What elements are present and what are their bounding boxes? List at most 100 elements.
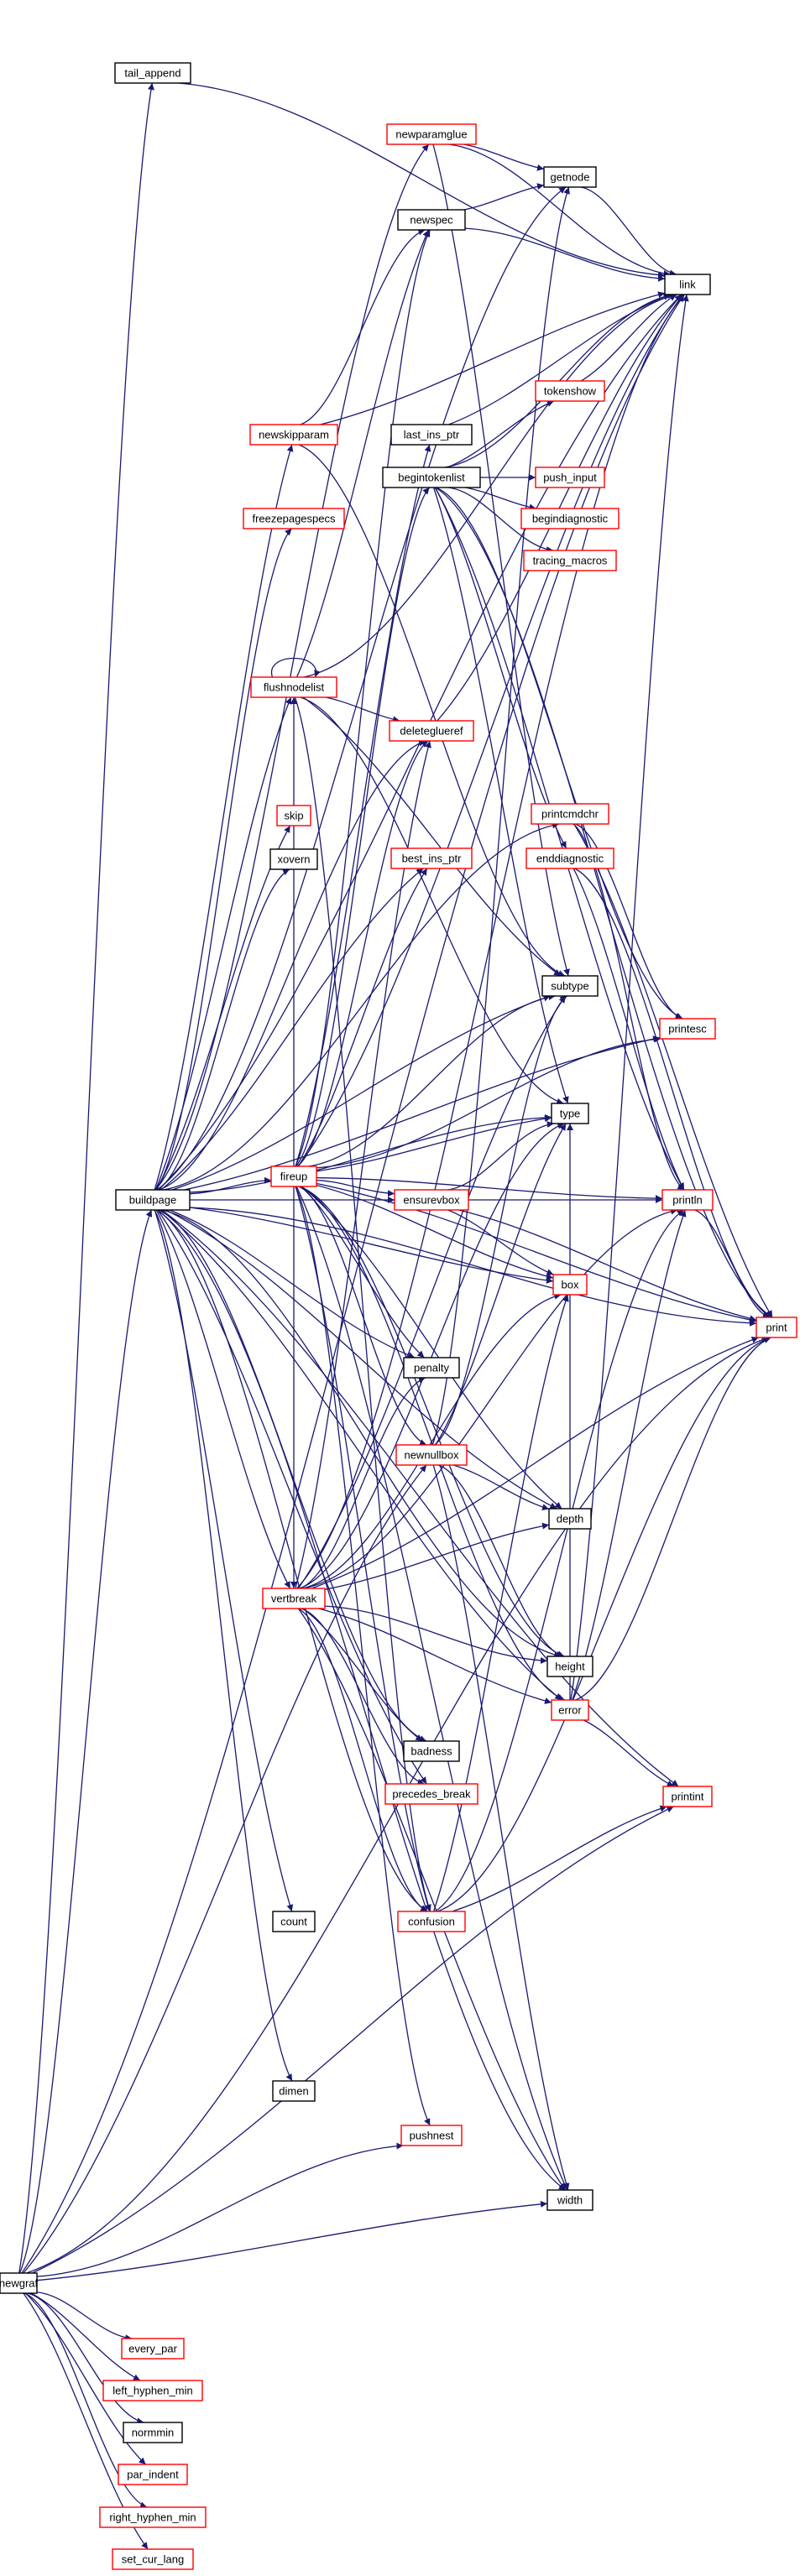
edge-confusion-to-printint	[452, 1807, 667, 1911]
node-begintokenlist[interactable]: begintokenlist	[383, 467, 480, 488]
node-last-ins-ptr[interactable]: last_ins_ptr	[391, 425, 472, 445]
edge-vertbreak-to-badness	[303, 1609, 422, 1741]
node-tracing-macros[interactable]: tracing_macros	[524, 550, 616, 571]
node-label: precedes_break	[392, 1787, 471, 1800]
node-skip[interactable]: skip	[277, 806, 311, 826]
node-freezepagespecs[interactable]: freezepagespecs	[243, 508, 344, 529]
node-type[interactable]: type	[552, 1103, 588, 1124]
node-set-cur-lang[interactable]: set_cur_lang	[112, 2549, 193, 2569]
node-label: tokenshow	[544, 384, 597, 397]
node-badness[interactable]: badness	[404, 1741, 459, 1761]
edge-buildpage-to-depth	[166, 1210, 557, 1509]
node-left-hyphen-min[interactable]: left_hyphen_min	[103, 2380, 202, 2401]
edge-getnode-to-link	[581, 187, 677, 274]
node-error[interactable]: error	[552, 1700, 588, 1720]
edge-newnullbox-to-width	[433, 1465, 568, 2190]
edge-tokenshow-to-link	[581, 295, 677, 381]
node-confusion[interactable]: confusion	[398, 1911, 465, 1932]
node-best-ins-ptr[interactable]: best_ins_ptr	[391, 848, 472, 868]
node-label: newspec	[410, 213, 453, 226]
node-depth[interactable]: depth	[549, 1509, 591, 1529]
node-label: box	[562, 1278, 579, 1291]
node-dimen[interactable]: dimen	[273, 2081, 315, 2101]
node-label: println	[672, 1193, 702, 1206]
node-label: subtype	[551, 979, 589, 992]
node-tokenshow[interactable]: tokenshow	[536, 381, 604, 401]
edge-buildpage-to-print	[190, 1207, 756, 1323]
node-newnullbox[interactable]: newnullbox	[396, 1445, 467, 1465]
node-label: count	[280, 1915, 307, 1927]
node-buildpage[interactable]: buildpage	[116, 1190, 190, 1210]
edge-println-to-print	[694, 1210, 769, 1317]
node-xovern[interactable]: xovern	[270, 849, 317, 869]
edge-deleteglueref-to-link	[437, 295, 682, 721]
edge-newgraf-to-buildpage	[19, 1210, 151, 2273]
node-label: pushnest	[410, 2129, 454, 2141]
node-label: height	[555, 1660, 585, 1672]
node-flushnodelist[interactable]: flushnodelist	[251, 677, 337, 697]
node-label: newnullbox	[404, 1448, 459, 1461]
node-width[interactable]: width	[547, 2190, 593, 2210]
node-subtype[interactable]: subtype	[542, 976, 598, 996]
node-every-par[interactable]: every_par	[122, 2339, 184, 2359]
edge-buildpage-to-flushnodelist	[155, 697, 290, 1190]
node-normmin[interactable]: normmin	[123, 2422, 182, 2443]
node-label: right_hyphen_min	[109, 2511, 196, 2523]
node-label: width	[557, 2193, 583, 2206]
edge-buildpage-to-vertbreak	[156, 1210, 290, 1588]
edge-buildpage-to-printint	[162, 1210, 678, 1786]
node-printint[interactable]: printint	[663, 1786, 712, 1807]
node-penalty[interactable]: penalty	[404, 1358, 459, 1378]
edge-fireup-to-pushnest	[295, 1186, 431, 2125]
edge-fireup-to-error	[299, 1186, 565, 1700]
edge-newspec-to-getnode	[464, 185, 544, 210]
node-label: begintokenlist	[398, 471, 465, 483]
edge-confusion-to-print	[437, 1338, 771, 1911]
node-label: printcmdchr	[541, 807, 599, 820]
node-fireup[interactable]: fireup	[271, 1166, 316, 1186]
edge-newgraf-to-tail_append	[19, 83, 153, 2273]
node-right-hyphen-min[interactable]: right_hyphen_min	[100, 2507, 206, 2527]
node-push-input[interactable]: push_input	[536, 467, 604, 488]
node-printesc[interactable]: printesc	[660, 1019, 715, 1039]
edge-error-to-println	[573, 1210, 685, 1700]
edge-newgraf-to-newnullbox	[24, 1465, 426, 2273]
node-print[interactable]: print	[756, 1317, 797, 1338]
node-label: depth	[557, 1512, 584, 1525]
node-newskipparam[interactable]: newskipparam	[250, 425, 337, 445]
edge-buildpage-to-count	[154, 1210, 291, 1911]
node-vertbreak[interactable]: vertbreak	[263, 1588, 325, 1609]
node-box[interactable]: box	[553, 1275, 587, 1295]
node-println[interactable]: println	[662, 1190, 713, 1210]
node-enddiagnostic[interactable]: enddiagnostic	[526, 848, 614, 868]
node-count[interactable]: count	[273, 1911, 315, 1932]
node-par-indent[interactable]: par_indent	[118, 2464, 187, 2485]
edge-newskipparam-to-link	[320, 293, 665, 425]
node-getnode[interactable]: getnode	[544, 167, 596, 187]
node-ensurevbox[interactable]: ensurevbox	[395, 1190, 468, 1210]
node-link[interactable]: link	[665, 274, 710, 295]
node-label: printint	[671, 1790, 703, 1802]
node-printcmdchr[interactable]: printcmdchr	[531, 804, 609, 824]
node-label: buildpage	[129, 1193, 176, 1206]
node-newparamglue[interactable]: newparamglue	[387, 124, 476, 144]
node-pushnest[interactable]: pushnest	[401, 2125, 462, 2146]
node-label: ensurevbox	[403, 1193, 460, 1206]
edge-error-to-printint	[583, 1720, 673, 1786]
node-precedes-break[interactable]: precedes_break	[385, 1784, 478, 1804]
node-deleteglueref[interactable]: deleteglueref	[390, 721, 473, 741]
edge-newgraf-to-pushnest	[37, 2146, 403, 2276]
node-label: every_par	[128, 2342, 177, 2354]
edge-vertbreak-to-depth	[325, 1525, 549, 1589]
node-label: left_hyphen_min	[112, 2384, 192, 2396]
node-newgraf[interactable]: newgraf	[0, 2273, 39, 2293]
edge-fireup-to-println	[316, 1178, 662, 1199]
node-newspec[interactable]: newspec	[398, 210, 465, 230]
edge-ensurevbox-to-type	[447, 1124, 554, 1190]
node-label: confusion	[408, 1915, 455, 1927]
node-height[interactable]: height	[547, 1656, 593, 1676]
edge-buildpage-to-badness	[158, 1210, 426, 1741]
node-tail-append[interactable]: tail_append	[115, 63, 191, 83]
edge-vertbreak-to-box	[303, 1295, 562, 1588]
node-begindiagnostic[interactable]: begindiagnostic	[521, 508, 619, 529]
